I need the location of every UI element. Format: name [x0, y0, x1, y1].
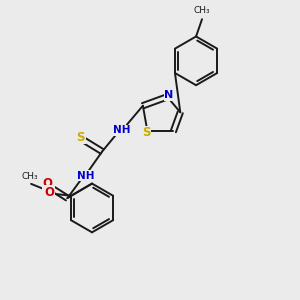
Text: CH₃: CH₃ — [21, 172, 38, 181]
Text: N: N — [164, 90, 173, 100]
Text: NH: NH — [77, 171, 94, 181]
Text: S: S — [142, 126, 150, 139]
Text: O: O — [42, 177, 52, 190]
Text: CH₃: CH₃ — [194, 6, 210, 15]
Text: NH: NH — [113, 125, 130, 135]
Text: O: O — [44, 186, 55, 199]
Text: S: S — [76, 131, 85, 144]
